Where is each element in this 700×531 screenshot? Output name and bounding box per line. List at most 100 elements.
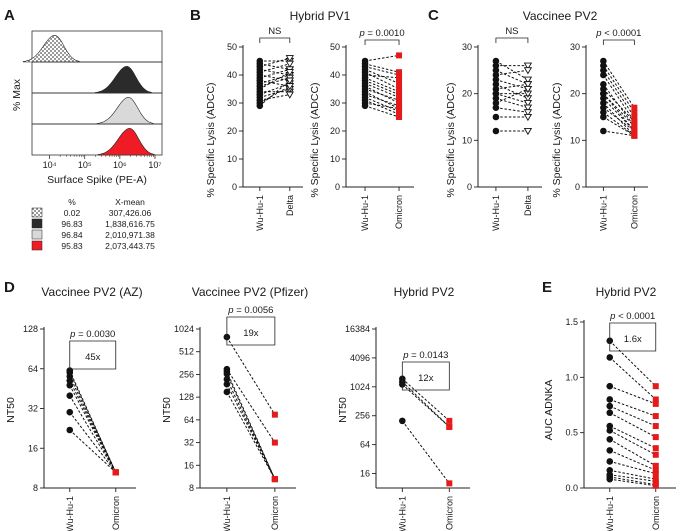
pair-line (364, 63, 400, 73)
point-wu-hu-1 (600, 109, 607, 116)
pair-line (609, 476, 656, 486)
pair-line (259, 74, 290, 84)
y-tick-label: 128 (179, 392, 194, 402)
point-omicron (396, 80, 403, 87)
pair-line (609, 478, 656, 487)
pair-line (603, 107, 635, 132)
point-wu-hu-1 (492, 76, 500, 83)
panel-label-a: A (4, 7, 15, 24)
p-value-label: p = 0.0030 (69, 329, 115, 340)
histogram-peak (96, 97, 154, 125)
point-wu-hu-1 (66, 426, 74, 434)
axis-label-y-c1: % Specific Lysis (ADCC) (445, 82, 457, 197)
pair-line (401, 378, 450, 422)
point-omicron (652, 482, 659, 489)
panel-b-delta: 0 10 20 30 40 50 Wu-Hu-1 Delta NS (227, 26, 303, 231)
panel-title-c: Vaccinee PV2 (523, 9, 598, 23)
p-value-label: p < 0.0001 (609, 311, 655, 322)
legend-x-mean: 2,073,443.75 (105, 241, 155, 251)
axis-label-y: % Max (11, 78, 23, 111)
y-tick-label: 20 (570, 89, 580, 99)
point-delta (523, 109, 533, 117)
point-wu-hu-1 (492, 85, 500, 93)
point-delta (523, 85, 533, 94)
category-label: Wu-Hu-1 (255, 195, 265, 231)
pair-line (602, 60, 635, 108)
panel-label-e: E (542, 279, 552, 296)
y-tick-label: 30 (227, 98, 237, 108)
point-wu-hu-1 (223, 376, 231, 383)
significance-bracket (364, 39, 400, 45)
point-wu-hu-1 (600, 85, 607, 93)
point-wu-hu-1 (600, 127, 607, 135)
y-tick-label: 20 (330, 126, 340, 136)
y-tick-label: 8 (189, 483, 194, 493)
point-omicron (631, 118, 638, 125)
y-tick-label: 128 (23, 324, 38, 334)
pair-line (401, 381, 450, 428)
y-tick-label: 40 (330, 70, 340, 80)
pair-line (495, 88, 529, 104)
category-label: Wu-Hu-1 (360, 195, 370, 231)
histogram-peak (94, 66, 152, 94)
pair-line (69, 395, 117, 473)
legend-x-mean: 307,426.06 (109, 208, 152, 218)
point-omicron (446, 480, 453, 487)
pair-line (364, 68, 400, 84)
panel-title-d3: Hybrid PV2 (394, 285, 455, 299)
fold-change-label: 45x (85, 352, 101, 363)
pair-line (364, 88, 400, 101)
pair-line (495, 69, 529, 85)
pair-line (364, 94, 400, 107)
pair-line (364, 105, 400, 118)
pair-line (609, 405, 656, 427)
significance-label: NS (505, 26, 518, 37)
pair-line (495, 97, 529, 109)
y-tick-label: 4096 (350, 353, 370, 363)
panel-label-c: C (428, 7, 439, 24)
point-omicron (631, 109, 638, 116)
axis-label-x: Surface Spike (PE-A) (47, 174, 147, 186)
point-wu-hu-1 (492, 99, 500, 107)
point-wu-hu-1 (600, 90, 607, 97)
pair-line (226, 336, 276, 415)
point-wu-hu-1 (606, 447, 614, 454)
y-tick-label: 10 (227, 154, 237, 164)
fold-change-label: 1.6x (624, 334, 642, 345)
x-tick-label: 10⁴ (43, 160, 57, 170)
point-omicron (446, 417, 453, 424)
histogram-peak (22, 35, 80, 63)
pair-line (259, 88, 290, 98)
point-wu-hu-1 (66, 408, 74, 416)
panel-d-plot-3: 16 64 256 1024 4096 16384 Wu-Hu-1 Omicron p = 0.… (345, 324, 470, 531)
pair-line (364, 71, 400, 90)
significance-label: NS (268, 26, 281, 37)
point-wu-hu-1 (600, 113, 607, 121)
point-wu-hu-1 (600, 62, 607, 69)
y-tick-label: 64 (28, 364, 38, 374)
y-tick-label: 0.5 (565, 428, 578, 438)
y-tick-label: 16 (360, 469, 370, 479)
pair-line (602, 74, 635, 122)
significance-bracket (495, 37, 529, 43)
panel-title-e: Hybrid PV2 (596, 285, 657, 299)
panel-label-d: D (4, 279, 15, 296)
point-omicron (652, 462, 659, 469)
point-omicron (271, 411, 278, 418)
y-tick-label: 64 (360, 440, 370, 450)
point-wu-hu-1 (606, 427, 614, 434)
pair-line (609, 474, 656, 482)
point-omicron (652, 413, 659, 420)
point-omicron (631, 114, 638, 120)
histogram-peak (97, 128, 155, 156)
point-wu-hu-1 (606, 475, 614, 483)
panel-d-plot-1: 8 16 32 64 128 Wu-Hu-1 Omicron p = 0.0030 45x (23, 324, 136, 531)
pair-line (603, 130, 635, 137)
point-wu-hu-1 (256, 102, 264, 110)
pair-line (609, 340, 657, 387)
x-tick-label: 10⁷ (148, 160, 161, 170)
pair-line (259, 80, 291, 107)
legend-header: % (68, 197, 76, 207)
pair-line (364, 80, 400, 96)
